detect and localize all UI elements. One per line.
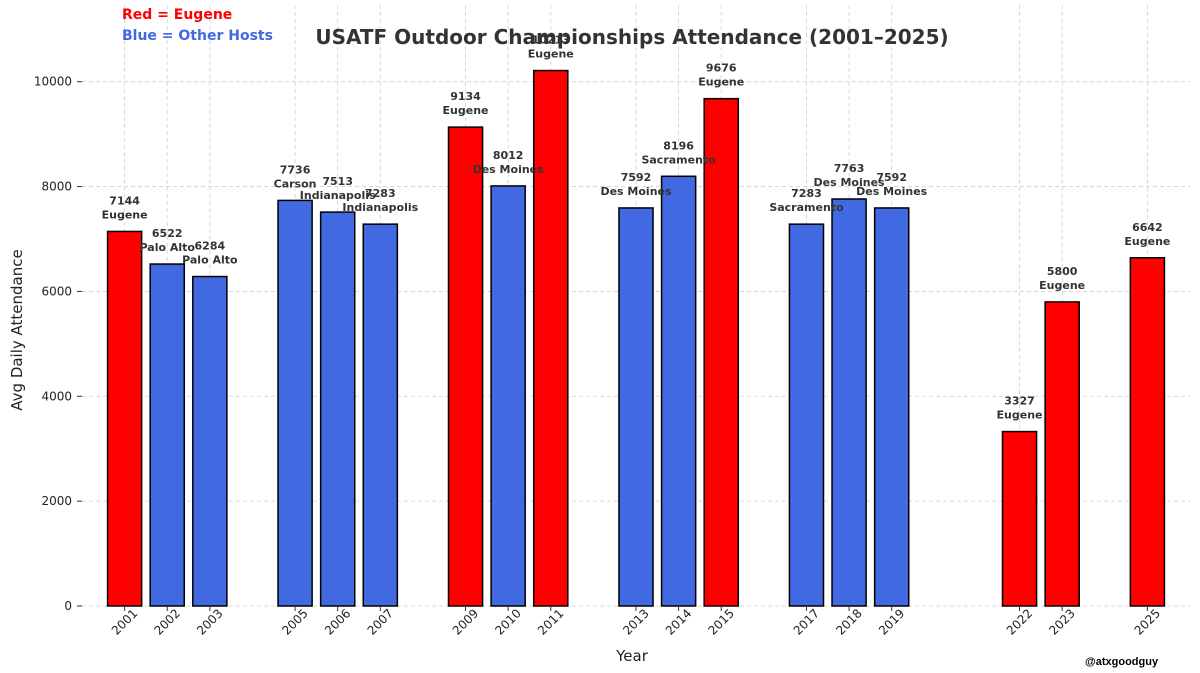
x-tick-label-2017: 2017 [791,606,822,637]
host-label-2013: Des Moines [600,185,672,198]
bar-2009 [447,126,484,607]
host-label-2007: Indianapolis [342,201,418,214]
value-label-2003: 6284 [195,240,226,253]
x-tick-label-2003: 2003 [194,606,225,637]
host-label-2005: Carson [274,177,317,190]
value-label-2006: 7513 [322,175,353,188]
y-tick-label: 10000 [34,75,72,89]
x-tick-label-2023: 2023 [1046,606,1077,637]
bar-2005 [277,199,313,607]
bar-2014 [660,175,697,607]
value-label-2022: 3327 [1004,395,1035,408]
bar-2022 [1001,430,1038,607]
x-tick-label-2013: 2013 [620,606,651,637]
bar-2023 [1044,301,1080,607]
x-tick-label-2009: 2009 [450,606,481,637]
bars [106,69,1166,607]
value-label-2025: 6642 [1132,221,1163,234]
x-tick-label-2022: 2022 [1004,606,1035,637]
x-tick-label-2002: 2002 [151,606,182,637]
x-tick-label-2025: 2025 [1132,606,1163,637]
host-label-2003: Palo Alto [182,254,238,267]
bar-2002 [149,263,186,607]
bar-2011 [532,69,569,607]
y-axis-label: Avg Daily Attendance [8,249,26,410]
host-label-2009: Eugene [443,104,489,117]
value-label-2017: 7283 [791,187,822,200]
value-label-2023: 5800 [1047,265,1078,278]
value-label-2002: 6522 [152,227,183,240]
x-tick-label-2015: 2015 [705,606,736,637]
legend-red-label: Red = Eugene [122,7,233,23]
bar-2003 [192,275,228,607]
host-label-2014: Sacramento [641,153,716,166]
author-credit: @atxgoodguy [1085,656,1159,668]
bar-2006 [319,211,356,607]
y-tick-label: 6000 [41,284,72,298]
host-label-2011: Eugene [528,48,574,61]
value-label-2015: 9676 [706,62,737,75]
host-label-2001: Eugene [102,208,148,221]
x-tick-label-2018: 2018 [833,606,864,637]
value-label-2010: 8012 [493,149,524,162]
legend-blue-label: Blue = Other Hosts [122,28,273,44]
bar-2001 [106,230,143,607]
bar-2017 [788,223,825,607]
value-label-2018: 7763 [834,162,865,175]
y-tick-label: 4000 [41,389,72,403]
bar-2025 [1129,257,1166,607]
bar-2018 [831,198,867,607]
bar-2010 [490,185,526,607]
x-tick-label-2014: 2014 [663,606,694,637]
value-label-2009: 9134 [450,90,481,103]
host-label-2017: Sacramento [769,201,844,214]
value-label-2011: 10213 [532,34,570,47]
y-tick-label: 8000 [41,180,72,194]
x-tick-label-2005: 2005 [279,606,310,637]
host-label-2023: Eugene [1039,279,1085,292]
y-tick-label: 2000 [41,494,72,508]
bar-2007 [362,223,399,607]
value-label-2014: 8196 [663,139,694,152]
bar-2015 [703,97,740,607]
host-label-2025: Eugene [1124,235,1170,248]
x-tick-label-2011: 2011 [535,606,566,637]
host-label-2006: Indianapolis [300,189,376,202]
host-label-2015: Eugene [698,76,744,89]
value-label-2019: 7592 [876,171,907,184]
x-tick-label-2019: 2019 [876,606,907,637]
y-tick-label: 0 [64,599,72,613]
value-label-2013: 7592 [621,171,652,184]
host-label-2018: Des Moines [814,176,886,189]
x-tick-label-2010: 2010 [492,606,523,637]
x-tick-label-2007: 2007 [365,606,396,637]
value-label-2005: 7736 [280,163,311,176]
host-label-2019: Des Moines [856,185,928,198]
host-label-2002: Palo Alto [140,241,196,254]
x-tick-label-2001: 2001 [109,606,140,637]
host-label-2022: Eugene [997,409,1043,422]
x-tick-label-2006: 2006 [322,606,353,637]
bar-2019 [873,207,910,607]
x-axis-label: Year [615,647,649,665]
value-label-2007: 7283 [365,187,396,200]
chart-title: USATF Outdoor Championships Attendance (… [315,25,948,49]
host-label-2010: Des Moines [473,163,545,176]
value-label-2001: 7144 [109,194,140,207]
bar-2013 [618,207,654,607]
